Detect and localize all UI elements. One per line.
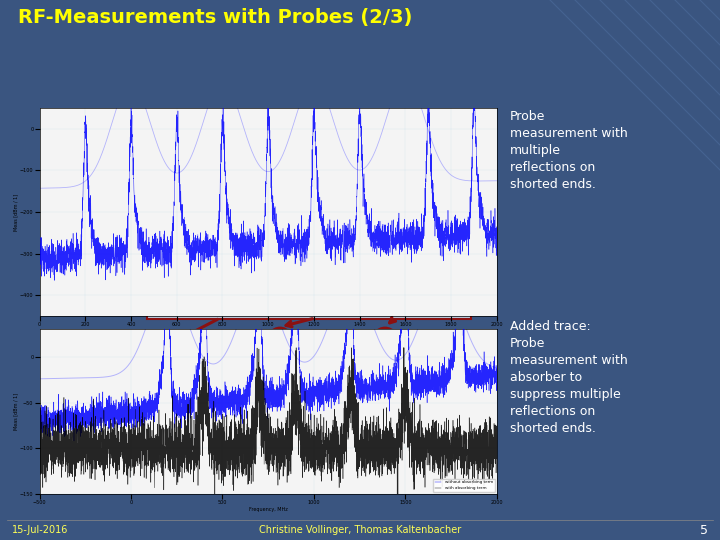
without absorbing term <box>455 234 464 240</box>
Text: 15-Jul-2016: 15-Jul-2016 <box>12 525 68 535</box>
FancyBboxPatch shape <box>147 293 471 319</box>
with absorbing term <box>333 435 341 441</box>
with absorbing term <box>292 345 300 351</box>
with absorbing term <box>210 451 219 457</box>
without absorbing term <box>411 392 420 399</box>
with absorbing term <box>210 504 219 511</box>
Text: 5: 5 <box>700 523 708 537</box>
Text: Probe
measurement with
multiple
reflections on
shorted ends.: Probe measurement with multiple reflecti… <box>510 110 628 191</box>
with absorbing term <box>411 457 420 464</box>
Line: with absorbing term: with absorbing term <box>40 348 497 508</box>
Text: Expected resonances from measurements.: Expected resonances from measurements. <box>167 300 451 313</box>
Line: without absorbing term: without absorbing term <box>40 237 497 441</box>
without absorbing term <box>35 423 44 429</box>
with absorbing term <box>310 433 318 440</box>
Text: Added trace:
Probe
measurement with
absorber to
suppress multiple
reflections on: Added trace: Probe measurement with abso… <box>510 320 628 435</box>
with absorbing term <box>35 447 44 454</box>
with absorbing term <box>377 449 385 456</box>
without absorbing term <box>377 388 385 394</box>
Y-axis label: Meas [dBm / 1]: Meas [dBm / 1] <box>14 193 19 231</box>
without absorbing term <box>492 367 501 373</box>
without absorbing term <box>70 438 78 444</box>
without absorbing term <box>310 399 318 405</box>
X-axis label: Frequency, MHz: Frequency, MHz <box>249 507 287 512</box>
Text: RF-Measurements with Probes (2/3): RF-Measurements with Probes (2/3) <box>18 8 413 26</box>
Legend: without absorbing term, with absorbing term: without absorbing term, with absorbing t… <box>433 478 495 492</box>
without absorbing term <box>118 416 127 422</box>
Text: Christine Vollinger, Thomas Kaltenbacher: Christine Vollinger, Thomas Kaltenbacher <box>259 525 461 535</box>
X-axis label: Frequency, MHz: Frequency, MHz <box>249 328 287 334</box>
without absorbing term <box>210 397 219 403</box>
with absorbing term <box>492 425 501 431</box>
Y-axis label: Meas [dBm / 1]: Meas [dBm / 1] <box>14 393 19 430</box>
with absorbing term <box>118 441 127 447</box>
without absorbing term <box>333 390 341 397</box>
